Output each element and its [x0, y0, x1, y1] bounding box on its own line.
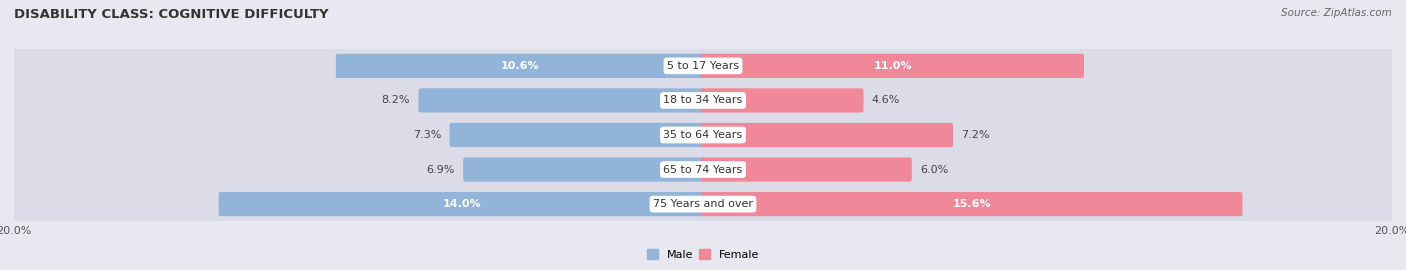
Text: 6.9%: 6.9%: [426, 164, 456, 175]
Text: DISABILITY CLASS: COGNITIVE DIFFICULTY: DISABILITY CLASS: COGNITIVE DIFFICULTY: [14, 8, 329, 21]
FancyBboxPatch shape: [702, 157, 911, 182]
Text: 5 to 17 Years: 5 to 17 Years: [666, 61, 740, 71]
Text: Source: ZipAtlas.com: Source: ZipAtlas.com: [1281, 8, 1392, 18]
FancyBboxPatch shape: [450, 123, 704, 147]
FancyBboxPatch shape: [702, 54, 1084, 78]
Text: 10.6%: 10.6%: [501, 61, 540, 71]
Text: 7.3%: 7.3%: [413, 130, 441, 140]
FancyBboxPatch shape: [463, 157, 704, 182]
Text: 35 to 64 Years: 35 to 64 Years: [664, 130, 742, 140]
FancyBboxPatch shape: [419, 88, 704, 113]
Text: 11.0%: 11.0%: [873, 61, 911, 71]
Text: 6.0%: 6.0%: [920, 164, 948, 175]
Text: 8.2%: 8.2%: [381, 95, 411, 106]
FancyBboxPatch shape: [13, 114, 1393, 156]
Text: 4.6%: 4.6%: [872, 95, 900, 106]
FancyBboxPatch shape: [702, 88, 863, 113]
FancyBboxPatch shape: [13, 45, 1393, 87]
Text: 15.6%: 15.6%: [952, 199, 991, 209]
FancyBboxPatch shape: [336, 54, 704, 78]
FancyBboxPatch shape: [13, 148, 1393, 191]
FancyBboxPatch shape: [702, 192, 1243, 216]
FancyBboxPatch shape: [13, 79, 1393, 122]
Text: 75 Years and over: 75 Years and over: [652, 199, 754, 209]
Text: 65 to 74 Years: 65 to 74 Years: [664, 164, 742, 175]
Text: 7.2%: 7.2%: [962, 130, 990, 140]
Text: 18 to 34 Years: 18 to 34 Years: [664, 95, 742, 106]
Legend: Male, Female: Male, Female: [643, 245, 763, 264]
Text: 14.0%: 14.0%: [443, 199, 481, 209]
FancyBboxPatch shape: [219, 192, 704, 216]
FancyBboxPatch shape: [13, 183, 1393, 225]
FancyBboxPatch shape: [702, 123, 953, 147]
